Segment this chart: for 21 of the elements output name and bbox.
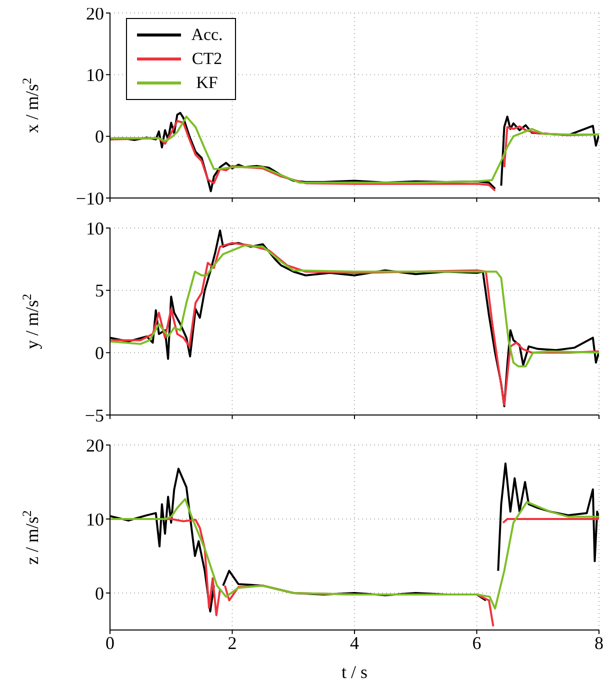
y-tick-label: 0 — [95, 583, 104, 604]
x-tick-label: 8 — [594, 632, 604, 653]
line-series — [110, 498, 599, 610]
legend-label: Acc. — [190, 24, 224, 46]
y-tick-label: −10 — [76, 188, 104, 208]
y-tick-label: 20 — [86, 435, 104, 456]
x-tick-label: 4 — [350, 632, 359, 653]
line-series — [110, 116, 599, 184]
line-series — [110, 244, 599, 368]
x-tick-label: 6 — [472, 632, 482, 653]
legend-label: CT2 — [190, 48, 224, 70]
y-tick-label: 0 — [95, 343, 104, 364]
y-tick-label: 10 — [86, 509, 104, 530]
y-tick-label: 0 — [95, 126, 104, 147]
y-tick-label: 5 — [95, 280, 104, 301]
x-axis-title: t / s — [341, 662, 368, 682]
y-tick-label: 10 — [86, 65, 104, 86]
legend-label: KF — [195, 72, 219, 94]
y-tick-label: 10 — [86, 218, 104, 238]
y-tick-label: −5 — [84, 405, 104, 426]
x-tick-label: 2 — [228, 632, 237, 653]
